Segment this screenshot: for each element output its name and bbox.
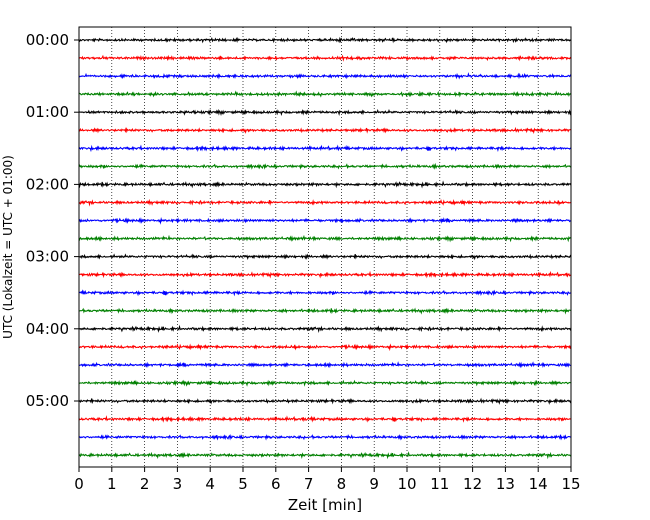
trace-line xyxy=(78,108,572,117)
plot-frame xyxy=(78,26,572,468)
trace-line xyxy=(78,324,572,333)
trace-line xyxy=(78,434,572,441)
trace-line xyxy=(78,198,572,207)
x-tick-label: 9 xyxy=(369,475,379,493)
x-tick-label: 12 xyxy=(463,475,482,493)
trace-line xyxy=(78,451,572,460)
traces xyxy=(78,36,572,460)
trace-line xyxy=(78,270,572,279)
trace-line xyxy=(78,289,572,297)
x-tick-label: 2 xyxy=(140,475,150,493)
trace-line xyxy=(78,253,572,261)
x-axis-label: Zeit [min] xyxy=(288,496,362,514)
x-tick-label: 11 xyxy=(430,475,449,493)
trace-line xyxy=(78,234,572,243)
x-tick-label: 5 xyxy=(238,475,248,493)
trace-line xyxy=(78,126,572,135)
y-tick-label: 04:00 xyxy=(26,320,69,338)
x-axis-ticks: 0 1 2 3 4 5 6 7 8 9 10 11 12 13 14 15 xyxy=(74,467,581,493)
y-tick-label: 01:00 xyxy=(26,103,69,121)
x-tick-label: 8 xyxy=(337,475,347,493)
trace-line xyxy=(78,90,572,98)
x-tick-label: 14 xyxy=(529,475,548,493)
grid-lines xyxy=(111,27,539,467)
x-tick-label: 0 xyxy=(74,475,84,493)
y-axis-label: UTC (Lokalzeit = UTC + 01:00) xyxy=(1,155,15,339)
trace-line xyxy=(78,343,572,352)
trace-line xyxy=(78,307,572,315)
y-tick-label: 02:00 xyxy=(26,175,69,193)
x-tick-label: 10 xyxy=(397,475,416,493)
x-tick-label: 7 xyxy=(304,475,314,493)
x-tick-label: 6 xyxy=(271,475,281,493)
trace-line xyxy=(78,54,572,62)
y-axis-ticks: 00:00 01:00 02:00 03:00 04:00 05:00 xyxy=(26,31,79,410)
trace-line xyxy=(78,397,572,405)
x-tick-label: 4 xyxy=(205,475,215,493)
y-tick-label: 05:00 xyxy=(26,392,69,410)
trace-line xyxy=(78,180,572,189)
trace-line xyxy=(78,379,572,387)
y-tick-label: 00:00 xyxy=(26,31,69,49)
trace-line xyxy=(78,361,572,369)
trace-line xyxy=(78,415,572,423)
x-tick-label: 1 xyxy=(107,475,117,493)
y-tick-label: 03:00 xyxy=(26,248,69,266)
x-tick-label: 3 xyxy=(173,475,183,493)
x-tick-label: 13 xyxy=(496,475,515,493)
trace-line xyxy=(78,36,572,44)
trace-line xyxy=(78,216,572,225)
trace-line xyxy=(78,162,572,170)
trace-line xyxy=(78,72,572,80)
x-tick-label: 15 xyxy=(561,475,580,493)
trace-line xyxy=(78,144,572,153)
